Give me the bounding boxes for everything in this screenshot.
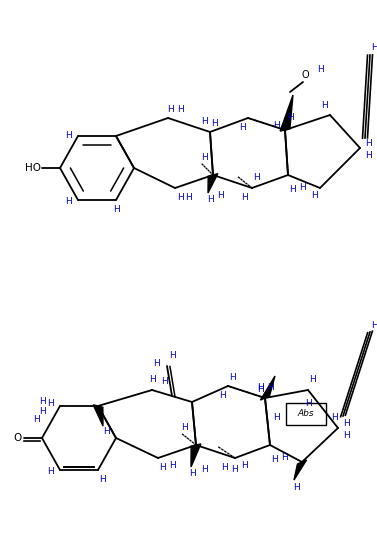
Text: H: H — [47, 467, 54, 477]
Text: H: H — [34, 415, 40, 425]
Text: H: H — [332, 413, 339, 421]
Text: H: H — [64, 197, 71, 206]
Polygon shape — [191, 444, 201, 467]
Text: H: H — [211, 119, 218, 128]
Text: H: H — [169, 352, 175, 361]
Text: H: H — [222, 463, 228, 472]
Text: H: H — [201, 466, 207, 474]
Text: H: H — [185, 194, 192, 202]
Text: H: H — [365, 138, 371, 148]
Text: O: O — [301, 70, 309, 80]
Text: H: H — [242, 462, 248, 471]
Text: H: H — [282, 452, 288, 462]
Text: H: H — [274, 413, 280, 421]
Text: H: H — [343, 419, 349, 427]
Text: H: H — [274, 121, 280, 129]
Text: H: H — [113, 206, 120, 215]
Text: H: H — [322, 101, 328, 109]
Text: H: H — [257, 385, 264, 394]
Text: H: H — [207, 196, 213, 205]
Text: H: H — [167, 106, 173, 114]
Text: H: H — [38, 406, 45, 415]
Text: H: H — [254, 174, 261, 182]
Text: H: H — [169, 462, 175, 471]
Text: H: H — [202, 153, 208, 161]
Text: H: H — [159, 463, 166, 472]
Text: H: H — [103, 426, 109, 436]
Text: O: O — [14, 433, 22, 443]
Text: H: H — [287, 113, 293, 123]
Text: H: H — [312, 191, 318, 201]
Text: H: H — [47, 399, 54, 409]
Text: H: H — [231, 466, 238, 474]
Polygon shape — [261, 376, 275, 400]
Text: H: H — [64, 131, 71, 139]
Text: H: H — [294, 483, 300, 492]
Text: H: H — [240, 123, 247, 133]
Text: H: H — [230, 373, 236, 383]
Polygon shape — [208, 174, 218, 193]
Text: H: H — [220, 392, 226, 400]
Text: H: H — [181, 422, 187, 431]
FancyBboxPatch shape — [286, 403, 326, 425]
Text: HO: HO — [25, 163, 41, 173]
Text: H: H — [241, 194, 247, 202]
Polygon shape — [280, 95, 293, 131]
Text: H: H — [310, 375, 316, 384]
Text: H: H — [306, 399, 313, 409]
Text: H: H — [343, 431, 349, 441]
Text: H: H — [177, 106, 183, 114]
Text: H: H — [267, 383, 273, 393]
Polygon shape — [294, 460, 307, 480]
Text: H: H — [218, 190, 224, 200]
Text: H: H — [371, 44, 377, 53]
Text: H: H — [177, 194, 183, 202]
Text: H: H — [153, 359, 160, 368]
Text: Abs: Abs — [298, 410, 314, 419]
Text: H: H — [100, 476, 106, 484]
Polygon shape — [93, 405, 103, 426]
Text: H: H — [271, 456, 278, 465]
Text: H: H — [202, 117, 208, 127]
Text: H: H — [149, 375, 155, 384]
Text: H: H — [161, 378, 167, 387]
Text: H: H — [300, 182, 307, 191]
Text: H: H — [365, 152, 371, 160]
Text: H: H — [38, 397, 45, 405]
Text: H: H — [190, 468, 196, 477]
Text: H: H — [257, 383, 264, 393]
Text: H: H — [371, 321, 377, 331]
Text: H: H — [317, 65, 323, 75]
Text: H: H — [290, 185, 296, 195]
